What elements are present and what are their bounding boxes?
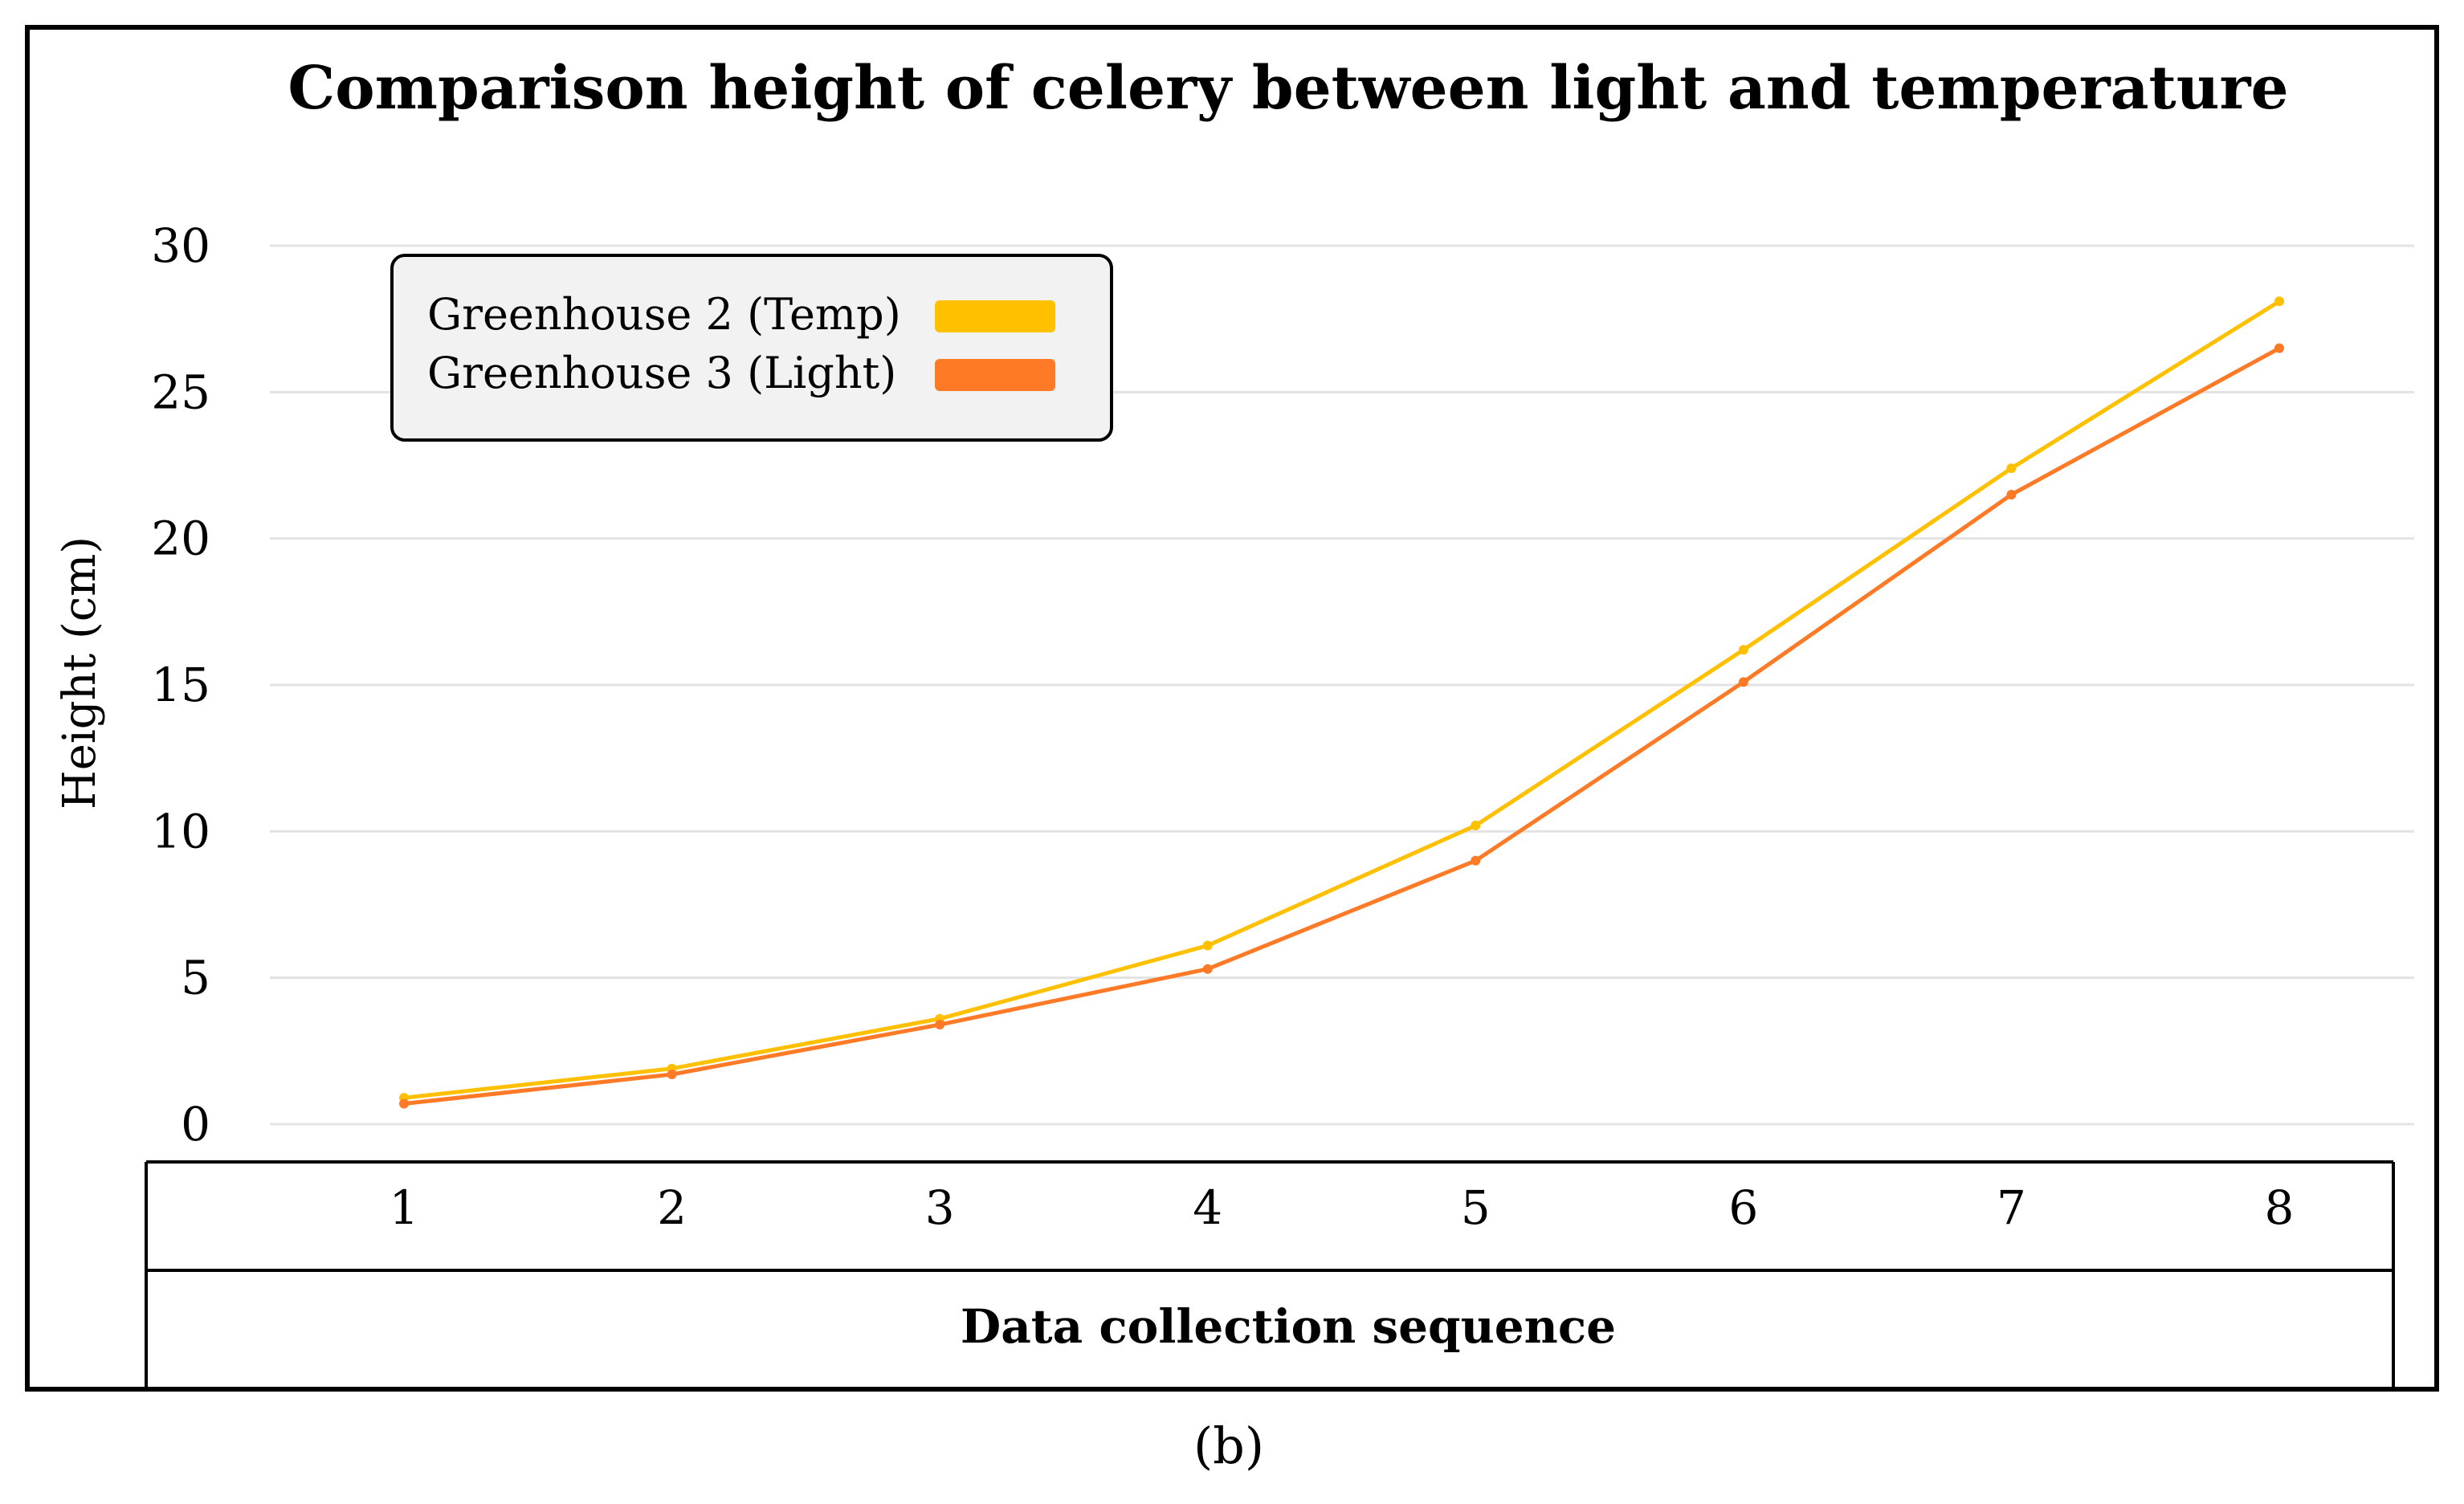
- series-lines: [399, 296, 2284, 1109]
- legend-box: [390, 254, 1113, 442]
- data-point: [667, 1070, 677, 1080]
- x-tick-label: 5: [1461, 1180, 1491, 1235]
- legend-label-greenhouse-3: Greenhouse 3 (Light): [427, 348, 896, 398]
- gridlines: [270, 244, 2414, 1126]
- y-axis-label: Height (cm): [54, 536, 106, 809]
- figure-caption: (b): [1193, 1416, 1264, 1475]
- x-tick-label: 3: [925, 1180, 955, 1235]
- series-line-3: [402, 346, 2282, 1106]
- data-point: [2006, 489, 2017, 499]
- data-point: [1202, 940, 1213, 951]
- x-axis-label: Data collection sequence: [961, 1299, 1616, 1354]
- data-point: [1738, 677, 1748, 687]
- legend-swatch-greenhouse-2: [935, 300, 1055, 332]
- x-tick-label: 4: [1193, 1180, 1222, 1235]
- y-axis-ticks: 0 5 10 15 20 25 30: [151, 218, 210, 1151]
- data-point: [1471, 821, 1481, 831]
- data-point: [935, 1020, 945, 1030]
- data-point: [2274, 343, 2284, 353]
- data-point: [1202, 964, 1213, 974]
- data-point: [399, 1098, 409, 1109]
- y-tick-label: 30: [151, 218, 210, 273]
- y-tick-label: 25: [151, 365, 210, 419]
- x-axis-table: [145, 1160, 2395, 1389]
- data-point: [1738, 645, 1748, 655]
- legend-swatch-greenhouse-3: [935, 359, 1055, 391]
- legend: Greenhouse 2 (Temp) Greenhouse 3 (Light): [390, 254, 1113, 442]
- x-axis-ticks: 1 2 3 4 5 6 7 8: [390, 1180, 2295, 1235]
- y-tick-label: 5: [181, 951, 210, 1005]
- data-point: [2274, 296, 2284, 307]
- chart-title: Comparison height of celery between ligh…: [288, 54, 2288, 123]
- x-tick-label: 2: [657, 1180, 687, 1235]
- series-line-2: [402, 299, 2282, 1100]
- legend-label-greenhouse-2: Greenhouse 2 (Temp): [427, 289, 901, 340]
- data-point: [1471, 855, 1481, 866]
- y-tick-label: 0: [181, 1097, 210, 1151]
- x-tick-label: 6: [1728, 1180, 1758, 1235]
- x-tick-label: 7: [1997, 1180, 2026, 1235]
- y-tick-label: 20: [151, 512, 210, 566]
- x-tick-label: 1: [390, 1180, 419, 1235]
- x-tick-label: 8: [2265, 1180, 2295, 1235]
- y-tick-label: 10: [151, 804, 210, 858]
- data-point: [2006, 463, 2017, 474]
- y-tick-label: 15: [151, 658, 210, 712]
